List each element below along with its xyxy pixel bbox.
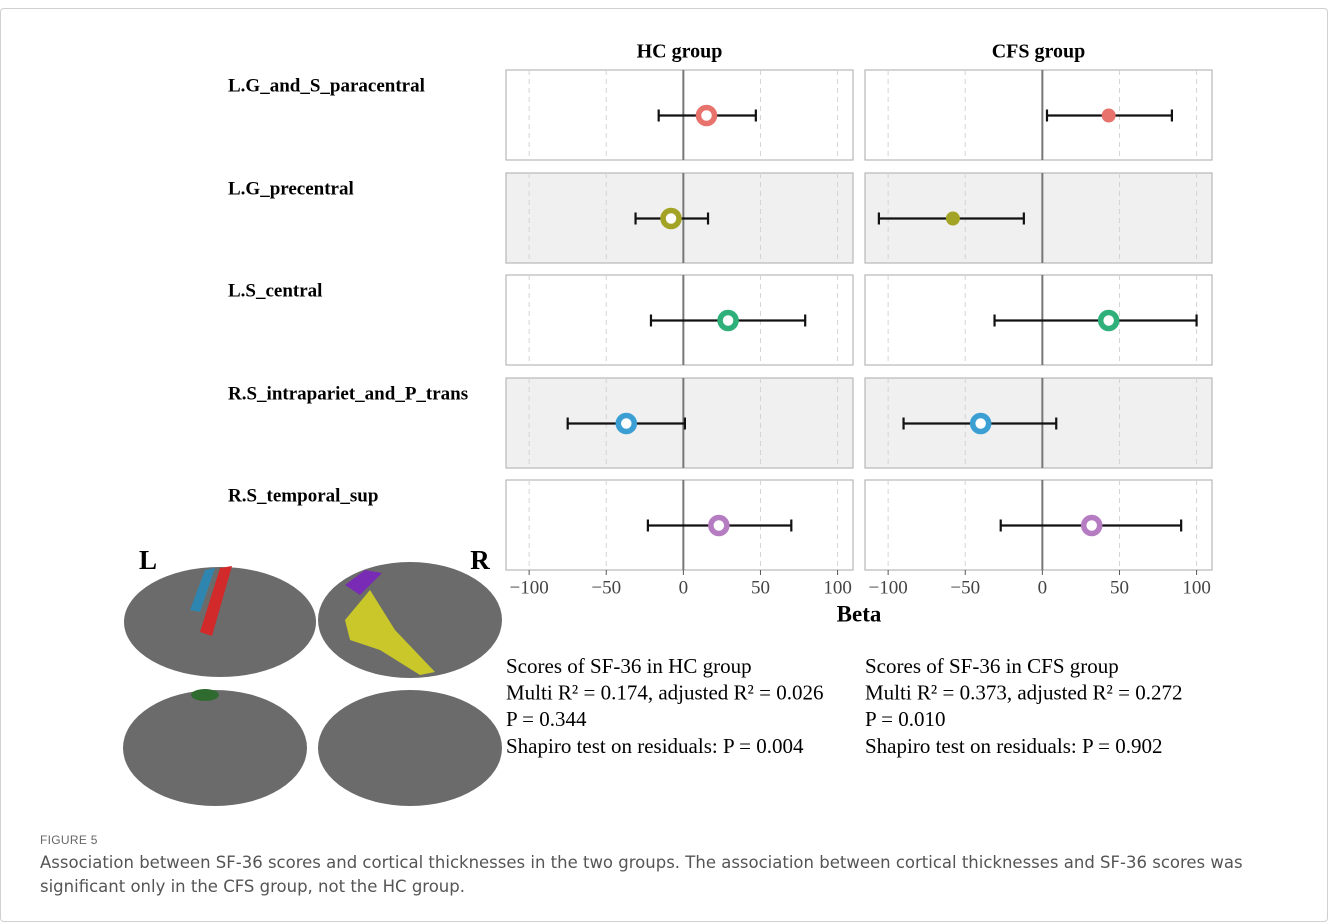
row-label: R.S_temporal_sup xyxy=(228,485,378,506)
point xyxy=(698,108,714,124)
point xyxy=(711,518,727,534)
point xyxy=(1102,109,1116,123)
row-label: R.S_intrapariet_and_P_trans xyxy=(228,383,468,404)
stats-line: Shapiro test on residuals: P = 0.004 xyxy=(506,734,804,758)
stats-line: Scores of SF-36 in HC group xyxy=(506,654,752,678)
brain-left-medial xyxy=(123,690,307,806)
x-tick-label: 0 xyxy=(1038,577,1048,598)
stats-line: Scores of SF-36 in CFS group xyxy=(865,654,1119,678)
brain-right-medial xyxy=(318,690,502,806)
stats-line: P = 0.010 xyxy=(865,707,946,731)
point xyxy=(663,211,679,227)
panel-title: CFS group xyxy=(992,41,1086,63)
page: {"chart_data": [ {"type": "forest", "tit… xyxy=(0,0,1330,924)
x-tick-label: 100 xyxy=(823,577,852,598)
x-tick-label: 100 xyxy=(1182,577,1211,598)
x-tick-label: 50 xyxy=(1110,577,1129,598)
x-tick-label: 0 xyxy=(679,577,689,598)
stats-line: Multi R² = 0.174, adjusted R² = 0.026 xyxy=(506,681,823,705)
chart: L R Beta HC group L.G_and_S_paracentral L.… xyxy=(0,0,1330,830)
row-label: L.G_precentral xyxy=(228,178,354,199)
row-label: L.G_and_S_paracentral xyxy=(228,75,425,96)
x-tick-label: −100 xyxy=(510,577,549,598)
point xyxy=(973,416,989,432)
stats-line: Shapiro test on residuals: P = 0.902 xyxy=(865,734,1162,758)
panel-title: HC group xyxy=(637,41,723,63)
point xyxy=(720,313,736,329)
hemisphere-label: R xyxy=(470,545,490,575)
figure-label: FIGURE 5 xyxy=(40,833,98,847)
point xyxy=(1101,313,1117,329)
x-axis-label: Beta xyxy=(837,601,882,626)
point xyxy=(1084,518,1100,534)
region-green xyxy=(191,689,219,701)
stats-line: P = 0.344 xyxy=(506,707,587,731)
point xyxy=(618,416,634,432)
point xyxy=(946,212,960,226)
x-tick-label: −100 xyxy=(869,577,908,598)
stats-line: Multi R² = 0.373, adjusted R² = 0.272 xyxy=(865,681,1182,705)
hemisphere-label: L xyxy=(139,545,157,575)
row-label: L.S_central xyxy=(228,280,322,301)
figure-caption: Association between SF-36 scores and cor… xyxy=(40,851,1290,899)
x-tick-label: −50 xyxy=(950,577,980,598)
x-tick-label: 50 xyxy=(751,577,770,598)
x-tick-label: −50 xyxy=(591,577,621,598)
brain-images xyxy=(123,562,502,806)
